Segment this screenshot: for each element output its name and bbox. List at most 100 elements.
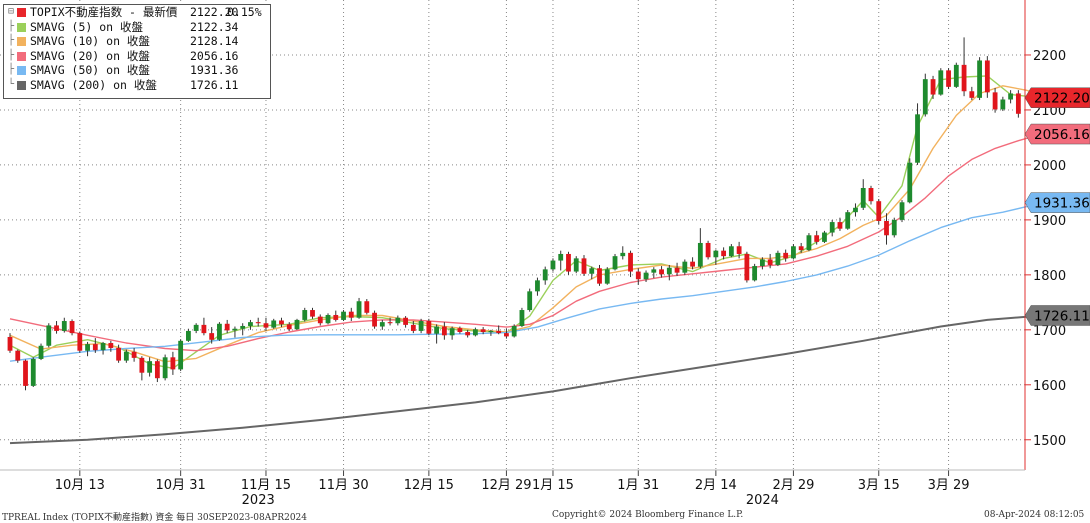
candle-body — [930, 79, 936, 95]
candle-body — [108, 343, 114, 348]
candle-body — [441, 326, 447, 336]
last-value-tag — [1024, 192, 1090, 213]
candle-body — [341, 311, 346, 320]
candle-body — [612, 256, 618, 270]
candle-body — [806, 235, 812, 251]
candle-body — [759, 259, 765, 267]
candle-body — [977, 60, 982, 98]
sma-line — [9, 133, 1042, 352]
candle-body — [775, 252, 781, 265]
candle-body — [922, 79, 928, 115]
candle-body — [317, 316, 323, 324]
x-tick-label: 10月 13 — [55, 478, 105, 493]
sma-line — [9, 314, 1042, 445]
x-tick-label: 3月 15 — [858, 478, 900, 493]
candle-body — [224, 323, 230, 331]
candle-body — [666, 267, 672, 275]
candle-body — [1000, 99, 1006, 110]
candle-body — [953, 64, 959, 87]
candle-body — [232, 328, 238, 331]
legend-entry-sma50: ├ SMAVG (50) on 收盤 1931.36 — [8, 63, 239, 78]
candle-body — [217, 323, 222, 340]
tree-collapse-icon[interactable]: ⊟ — [8, 6, 15, 17]
footer-timestamp: 08-Apr-2024 08:12:05 — [984, 510, 1085, 520]
footer-index-info: TPREAL Index (TOPIX不動産指數) 資金 每日 30SEP202… — [2, 513, 307, 523]
last-value-label: 2056.16 — [1034, 127, 1090, 143]
candle-body — [915, 114, 920, 163]
y-tick-label: 1900 — [1033, 214, 1066, 229]
candle-body — [116, 347, 121, 361]
candle-body — [659, 269, 664, 275]
candle-body — [783, 252, 789, 259]
candle-body — [969, 91, 975, 98]
candle-body — [356, 301, 362, 318]
candle-body — [504, 333, 509, 337]
candle-body — [705, 242, 711, 258]
candle-body — [651, 269, 657, 273]
candle-body — [139, 357, 145, 373]
candle-body — [123, 351, 129, 361]
legend-swatch — [17, 51, 26, 61]
candle-body — [697, 242, 703, 267]
candle-body — [147, 361, 153, 373]
legend-swatch — [17, 66, 26, 76]
candle-body — [884, 220, 889, 236]
candle-body — [85, 344, 90, 351]
legend-entry-sma20: ├ SMAVG (20) on 收盤 2056.16 — [8, 48, 239, 63]
candle-body — [938, 70, 944, 95]
x-tick-label: 11月 15 — [241, 478, 291, 493]
candle-body — [434, 326, 440, 334]
candle-body — [573, 258, 579, 272]
y-tick-label: 1700 — [1033, 324, 1066, 339]
candle-body — [713, 250, 719, 258]
candle-body — [822, 232, 827, 242]
last-value-label: 1726.11 — [1034, 308, 1090, 324]
candle-body — [201, 324, 207, 334]
candle-body — [209, 333, 215, 340]
candle-body — [1008, 93, 1014, 100]
candle-body — [907, 162, 913, 203]
candle-body — [310, 310, 315, 317]
x-tick-label: 1月 15 — [532, 478, 574, 493]
candle-body — [519, 310, 525, 326]
legend-swatch — [17, 8, 26, 17]
candle-body — [891, 219, 897, 236]
last-value-tag — [1024, 123, 1090, 145]
y-tick-label: 2000 — [1033, 159, 1066, 174]
candle-body — [178, 340, 184, 370]
x-tick-label: 2月 14 — [695, 478, 737, 493]
candle-body — [690, 261, 695, 267]
candle-body — [845, 212, 851, 229]
candle-body — [721, 250, 727, 257]
legend-swatch — [17, 22, 26, 32]
candle-body — [535, 280, 540, 292]
candle-body — [185, 330, 191, 341]
candle-body — [69, 321, 75, 334]
candle-body — [566, 253, 571, 272]
y-tick-label: 1500 — [1033, 434, 1066, 449]
candle-body — [899, 202, 905, 220]
candle-body — [628, 252, 633, 272]
candle-body — [46, 325, 52, 346]
candle-body — [620, 252, 626, 257]
legend-entry-sma200: └ SMAVG (200) on 收盤 1726.11 — [8, 77, 239, 92]
candle-body — [364, 301, 370, 313]
candle-body — [736, 246, 742, 254]
legend-entry-sma10: ├ SMAVG (10) on 收盤 2128.14 — [8, 34, 239, 49]
candle-body — [162, 357, 168, 379]
candle-body — [54, 325, 59, 331]
candle-body — [472, 329, 478, 336]
candle-body — [837, 222, 843, 229]
candle-body — [829, 222, 835, 233]
candle-body — [767, 259, 773, 265]
candle-body — [302, 310, 308, 320]
candle-body — [457, 328, 463, 333]
last-value-tags: 2122.20 2056.16 1931.36 1726.11 — [1024, 87, 1090, 326]
x-tick-label: 10月 31 — [156, 478, 206, 493]
candle-body — [449, 328, 455, 336]
x-tick-label: 12月 15 — [404, 478, 454, 493]
y-tick-label: 2200 — [1033, 49, 1066, 64]
candle-body — [527, 291, 533, 311]
candle-body — [294, 319, 300, 330]
candle-body — [100, 343, 106, 351]
